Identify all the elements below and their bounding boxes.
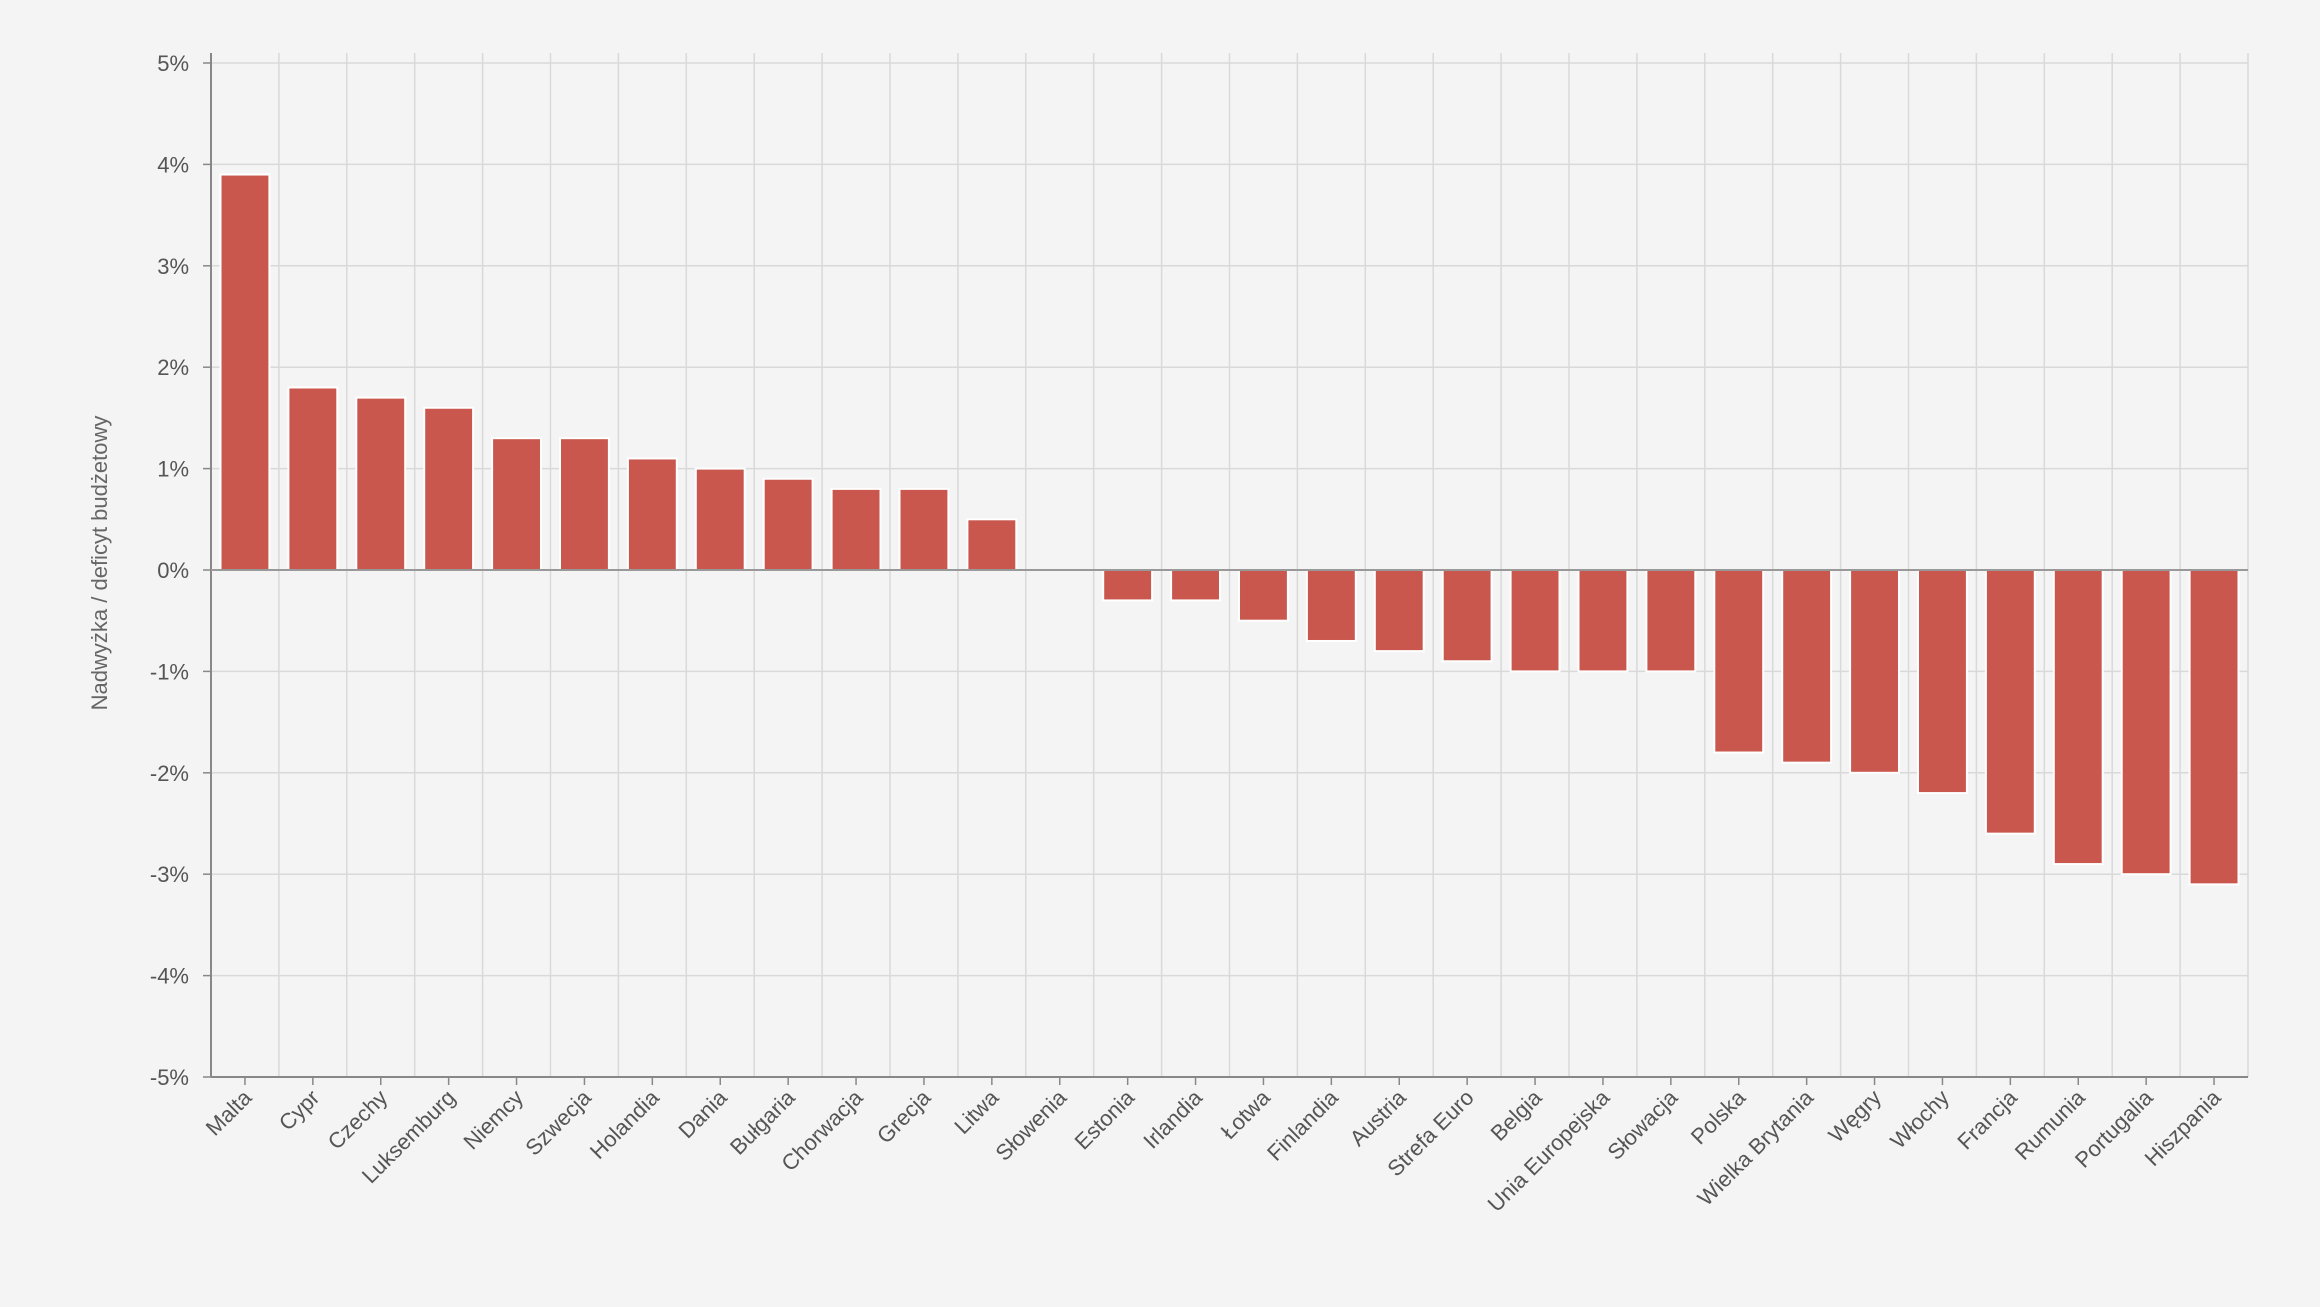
bar [2052, 569, 2104, 866]
bar [626, 457, 678, 571]
bar [966, 518, 1018, 571]
bar [2188, 569, 2240, 886]
bar [355, 396, 407, 571]
gridlines [211, 53, 2249, 1078]
bars [219, 173, 2240, 886]
x-tick-label: Cypr [274, 1085, 325, 1136]
y-tick-label: 3% [157, 254, 189, 279]
bar [1781, 569, 1833, 764]
x-tick-label: Wielka Brytania [1692, 1084, 1818, 1210]
bar [1373, 569, 1425, 653]
y-tick-label: 2% [157, 355, 189, 380]
y-tick-label: -3% [150, 862, 189, 887]
bar [287, 386, 339, 572]
bar [1713, 569, 1765, 754]
bar [423, 406, 475, 572]
x-tick-label: Belgia [1486, 1084, 1547, 1145]
x-tick-label: Włochy [1885, 1085, 1954, 1154]
x-tick-labels: Malta CyprCzechyLuksemburgNiemcySzwecjaHo… [201, 1084, 2226, 1216]
bar [2120, 569, 2172, 876]
x-tick-label: Szwecja [520, 1084, 596, 1160]
x-tick-label: Dania [673, 1084, 732, 1143]
bar [1441, 569, 1493, 663]
bar [1102, 569, 1154, 602]
bar [559, 437, 610, 571]
x-tick-label: Polska [1686, 1084, 1751, 1149]
bar [1917, 569, 1968, 795]
x-tick-label: Hiszpania [2140, 1084, 2227, 1171]
x-tick-label: Słowacja [1602, 1084, 1682, 1164]
y-axis-label: Nadwyżka / deficyt budżetowy [87, 416, 112, 711]
y-tick-label: 0% [157, 558, 189, 583]
y-tick-labels: 5% 4% 3% 2% 1% 0% -1% -2% -3% -4% -5% [150, 51, 189, 1090]
bar [1984, 569, 2036, 835]
y-tick-label: -5% [150, 1065, 189, 1090]
y-tick-label: 1% [157, 457, 189, 482]
y-tick-label: -1% [150, 659, 189, 684]
x-tick-label: Litwa [949, 1084, 1004, 1139]
y-tick-label: 4% [157, 152, 189, 177]
x-tick-label: Unia Europejska [1483, 1084, 1615, 1216]
y-tick-label: 5% [157, 51, 189, 76]
y-tick-label: -4% [150, 964, 189, 989]
bar [898, 487, 950, 572]
x-tick-label: Słowenia [990, 1084, 1071, 1165]
x-tick-label: Estonia [1070, 1084, 1140, 1154]
x-tick-label: Holandia [585, 1084, 665, 1164]
bar [491, 437, 542, 571]
y-tick-label: -2% [150, 761, 189, 786]
x-tick-label: Finlandia [1262, 1084, 1343, 1165]
bar [1305, 569, 1357, 642]
bar [1170, 569, 1221, 602]
bar [1238, 569, 1289, 622]
bar [762, 477, 814, 571]
x-tick-label: Łotwa [1216, 1084, 1276, 1144]
x-tick-label: Irlandia [1138, 1084, 1207, 1153]
x-tick-label: Malta [201, 1084, 257, 1140]
bar [694, 467, 746, 572]
x-tick-label: Węgry [1823, 1085, 1886, 1148]
x-tick-label: Grecja [872, 1084, 936, 1148]
x-tick-label: Czechy [323, 1085, 393, 1155]
bar [830, 487, 882, 572]
bar [219, 173, 271, 571]
x-tick-label: Austria [1345, 1084, 1412, 1151]
x-tick-label: Niemcy [459, 1085, 529, 1155]
bar [1577, 569, 1629, 673]
bar [1849, 569, 1900, 774]
axes [203, 53, 2248, 1085]
bar [1645, 569, 1697, 673]
bar [1509, 569, 1561, 673]
